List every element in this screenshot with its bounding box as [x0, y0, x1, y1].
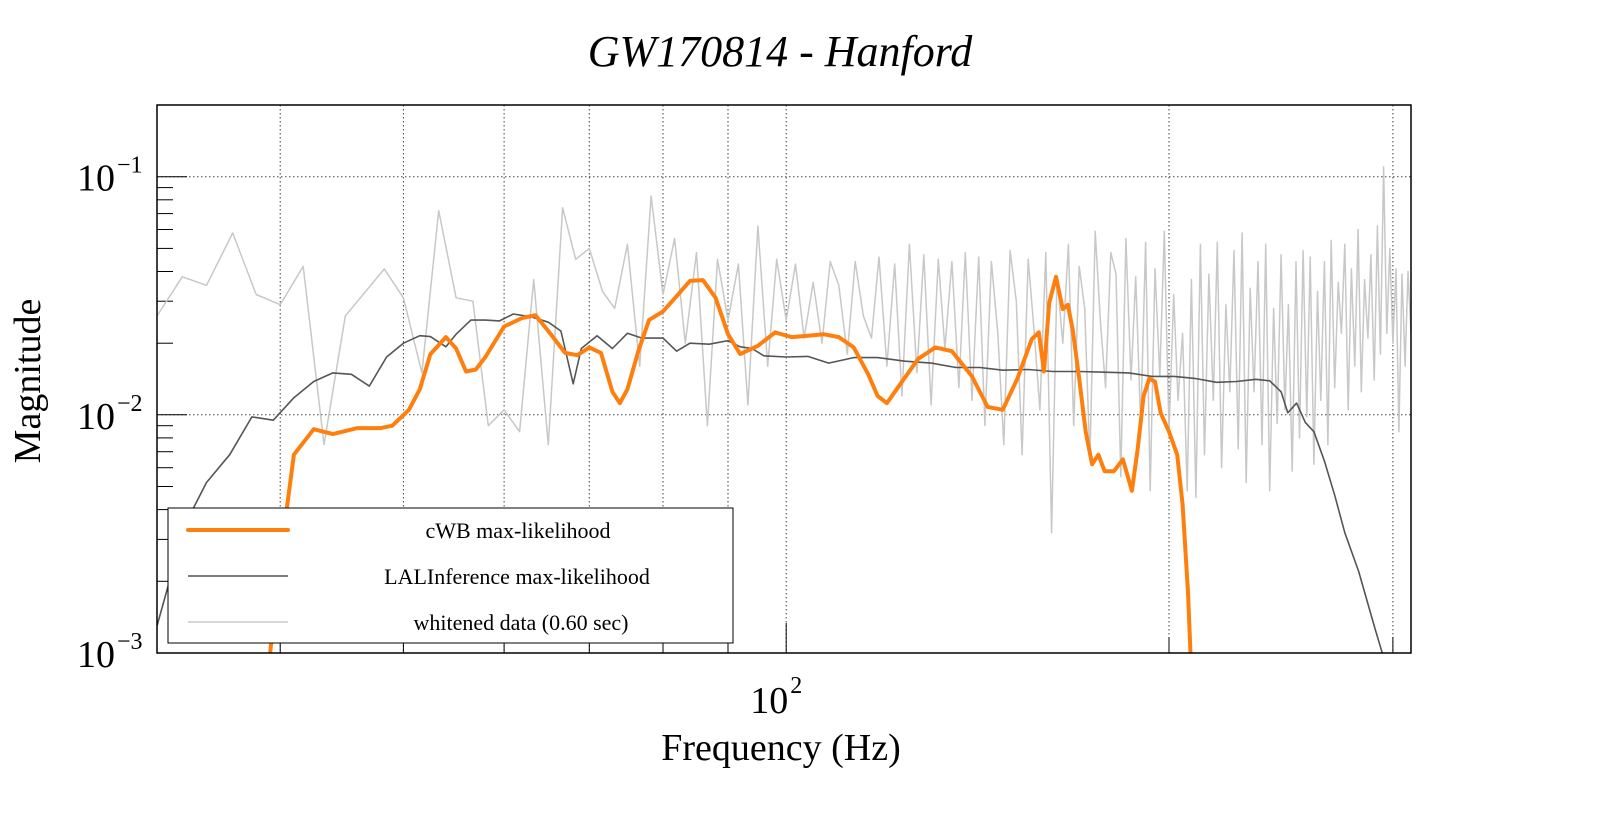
y-axis-label: Magnitude — [7, 299, 49, 464]
series-line-1 — [157, 313, 1384, 653]
legend-label-cwb: cWB max-likelihood — [425, 518, 610, 543]
chart-title: GW170814 - Hanford — [588, 27, 974, 76]
y-tick-exponent-2: −3 — [117, 629, 143, 655]
legend-label-whitened: whitened data (0.60 sec) — [413, 610, 628, 635]
x-tick-labels: 10 2 — [750, 673, 802, 722]
y-tick-exponent-1: −2 — [117, 391, 143, 417]
x-tick-label-0: 10 — [750, 680, 788, 722]
series-layer — [157, 166, 1411, 653]
y-tick-exponent-0: −1 — [117, 153, 143, 179]
x-tick-exponent-0: 2 — [790, 673, 802, 699]
series-line-2 — [268, 274, 1193, 653]
y-tick-label-1: 10 — [77, 396, 115, 438]
y-tick-labels: 10−110−210−3 — [77, 153, 143, 676]
y-tick-label-2: 10 — [77, 634, 115, 676]
x-axis-label: Frequency (Hz) — [661, 727, 901, 769]
legend: cWB max-likelihood LALInference max-like… — [167, 507, 734, 644]
y-tick-label-0: 10 — [77, 158, 115, 200]
plot-frame — [156, 104, 1412, 654]
series-line-0 — [157, 166, 1411, 534]
legend-label-lalinference: LALInference max-likelihood — [384, 564, 650, 589]
